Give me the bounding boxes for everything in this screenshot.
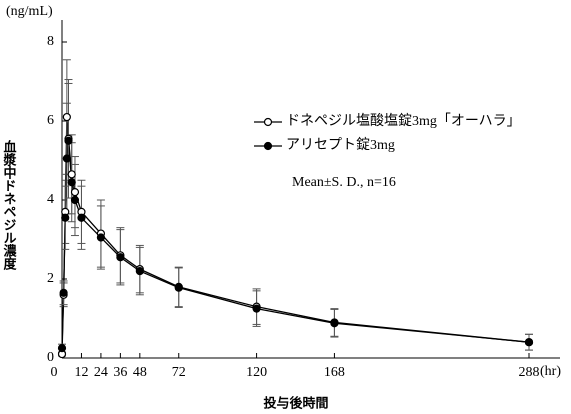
data-point: [59, 288, 68, 297]
x-tick-label: 36: [113, 365, 127, 380]
x-axis-label: 投与後時間: [263, 396, 328, 412]
x-tick-label: 168: [324, 365, 345, 380]
data-point: [252, 304, 261, 313]
y-axis-label: 血漿中ドネペジル濃度: [1, 139, 18, 271]
y-tick-label: 0: [47, 350, 54, 365]
data-point: [116, 253, 125, 262]
legend-marker: [263, 141, 273, 151]
legend-marker: [263, 117, 273, 127]
data-point: [70, 188, 80, 197]
x-tick-label: 12: [74, 365, 88, 380]
data-point: [62, 154, 71, 163]
data-point: [524, 338, 534, 347]
legend-label: ドネペジル塩酸塩錠3mg「オーハラ」: [286, 113, 521, 129]
series-line: [61, 140, 530, 349]
x-tick-label: 48: [133, 365, 147, 380]
annotation: Mean±S. D., n=16: [292, 175, 396, 190]
data-point: [57, 344, 67, 353]
data-point: [135, 267, 144, 276]
y-unit: (ng/mL): [6, 4, 53, 19]
data-point: [174, 283, 183, 292]
y-tick-label: 8: [47, 34, 54, 49]
x-tick-label: 120: [246, 365, 267, 380]
legend-label: アリセプト錠3mg: [286, 137, 395, 153]
data-point: [64, 136, 73, 145]
data-point: [70, 195, 80, 205]
y-tick-label: 6: [47, 113, 54, 128]
data-point: [62, 112, 71, 122]
data-point: [61, 213, 70, 222]
data-point: [330, 319, 339, 328]
y-tick-label: 4: [47, 192, 54, 207]
data-point: [67, 170, 76, 179]
data-point: [77, 213, 86, 222]
data-point: [96, 233, 106, 242]
x-unit: (hr): [540, 364, 561, 379]
y-tick-label: 2: [47, 271, 54, 286]
x-tick-label: 24: [94, 365, 108, 380]
x-tick-label: 72: [172, 365, 186, 380]
data-point: [67, 178, 76, 187]
x-tick-label: 0: [51, 365, 58, 380]
x-tick-label: 288: [519, 365, 540, 380]
